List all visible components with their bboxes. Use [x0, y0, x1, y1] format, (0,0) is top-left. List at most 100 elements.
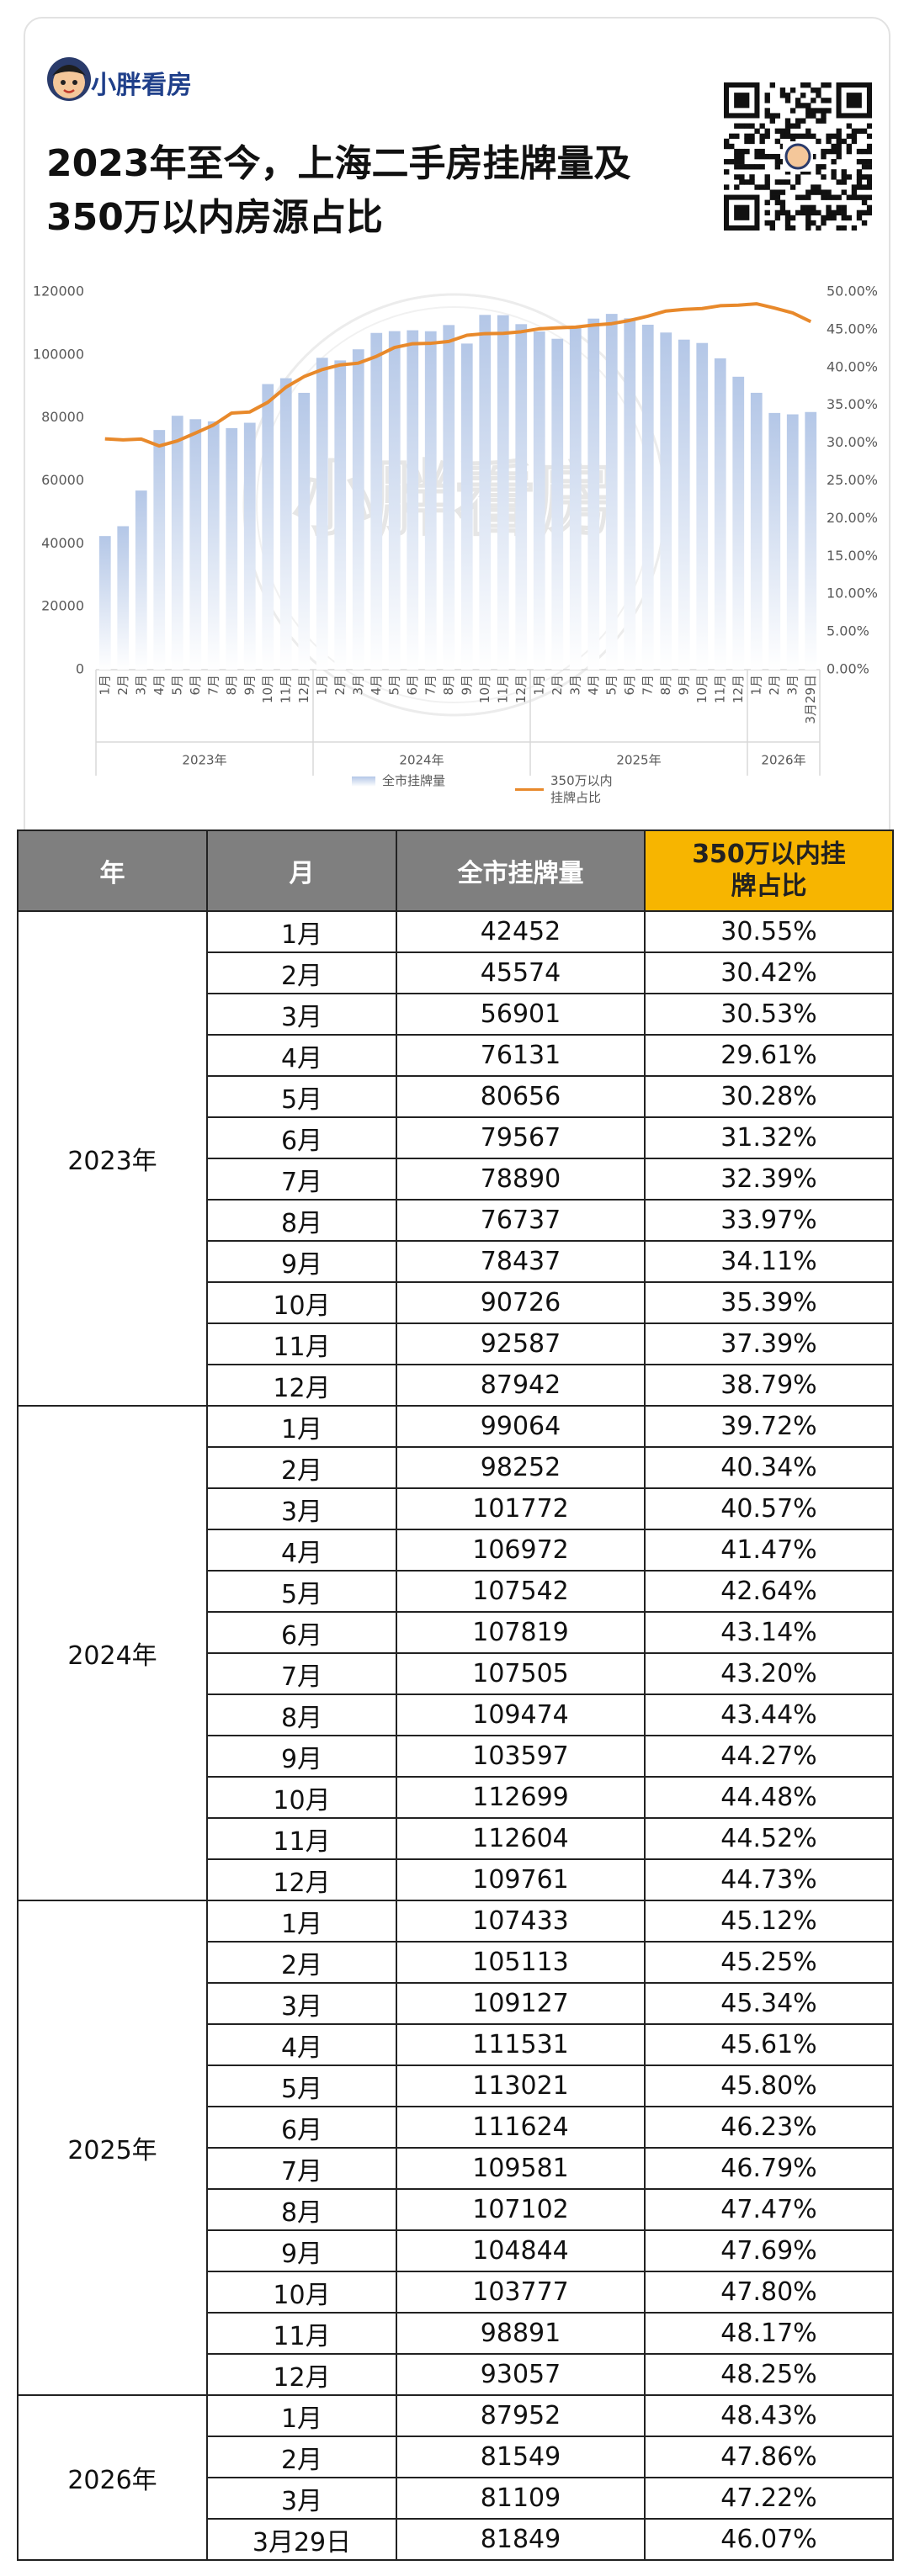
count-cell: 103597 — [396, 1735, 646, 1778]
y2-tick-label: 15.00% — [827, 548, 878, 564]
x-tick-label: 8月 — [658, 675, 673, 696]
x-tick-label: 3月 — [567, 675, 582, 696]
header-cell: 月 — [206, 830, 397, 912]
x-tick-label: 6月 — [622, 675, 637, 696]
qr-module — [789, 123, 796, 129]
share-cell: 31.32% — [644, 1116, 894, 1159]
qr-module — [826, 133, 832, 140]
qr-module — [729, 143, 735, 150]
qr-module — [800, 93, 806, 98]
qr-module — [831, 143, 837, 150]
qr-module — [836, 143, 842, 150]
count-cell: 93057 — [396, 2353, 646, 2396]
qr-module — [764, 174, 770, 180]
bar — [262, 384, 274, 670]
qr-module — [805, 225, 811, 231]
count-cell: 111624 — [396, 2106, 646, 2149]
qr-module — [805, 204, 811, 211]
month-cell: 4月 — [206, 1034, 397, 1077]
title-line: 350万以内房源占比 — [46, 196, 383, 239]
month-cell: 2月 — [206, 2436, 397, 2478]
qr-module — [769, 225, 775, 231]
qr-module — [821, 98, 827, 103]
qr-module — [831, 215, 837, 221]
qr-module — [836, 153, 842, 160]
y-tick-label: 20000 — [41, 598, 84, 614]
qr-module — [774, 138, 781, 145]
qr-module — [846, 148, 853, 155]
table-row: 11月 98891 48.17% — [18, 2312, 894, 2355]
qr-module — [805, 215, 811, 221]
x-tick-label: 10月 — [260, 675, 275, 703]
month-cell: 9月 — [206, 1240, 397, 1283]
y-tick-label: 80000 — [41, 409, 84, 425]
qr-module — [764, 113, 770, 119]
qr-module — [779, 179, 786, 185]
qr-module — [795, 103, 801, 109]
x-tick-label: 12月 — [296, 675, 311, 703]
qr-module — [764, 184, 770, 190]
qr-module — [866, 209, 872, 216]
table-row: 4月 111531 45.61% — [18, 2023, 894, 2066]
qr-module — [749, 164, 755, 170]
table-row: 9月 104844 47.69% — [18, 2229, 894, 2272]
qr-module — [789, 108, 796, 114]
qr-module — [841, 174, 847, 180]
month-cell: 7月 — [206, 1652, 397, 1695]
share-cell: 30.55% — [644, 910, 894, 953]
qr-module — [816, 93, 821, 98]
qr-module — [734, 123, 740, 129]
qr-module — [749, 123, 755, 129]
count-cell: 87942 — [396, 1364, 646, 1407]
qr-module — [784, 220, 791, 226]
qr-module — [764, 220, 770, 226]
qr-module — [779, 199, 786, 205]
month-cell: 2月 — [206, 1446, 397, 1489]
share-cell: 45.80% — [644, 2065, 894, 2107]
qr-module — [779, 189, 786, 195]
qr-module — [861, 174, 868, 180]
title-line: 2023年至今，上海二手房挂牌量及 — [46, 142, 631, 185]
qr-module — [744, 148, 750, 155]
qr-module — [836, 128, 842, 134]
qr-module — [841, 169, 847, 175]
qr-module — [795, 98, 801, 103]
qr-module — [789, 133, 796, 140]
qr-module — [800, 209, 806, 216]
month-cell: 3月 — [206, 2477, 397, 2520]
share-cell: 46.23% — [644, 2106, 894, 2149]
qr-module — [856, 179, 863, 185]
qr-module — [851, 225, 858, 231]
table-row: 11月 92587 37.39% — [18, 1322, 894, 1365]
qr-module — [800, 169, 806, 175]
qr-module — [836, 179, 842, 185]
share-cell: 47.80% — [644, 2271, 894, 2314]
table-row: 9月 103597 44.27% — [18, 1735, 894, 1778]
table-row: 3月 81109 47.22% — [18, 2477, 894, 2520]
y-tick-label: 0 — [76, 661, 84, 677]
qr-module — [784, 209, 791, 216]
share-cell: 44.48% — [644, 1776, 894, 1819]
qr-module — [846, 143, 853, 150]
qr-module — [805, 133, 811, 140]
bar — [515, 324, 528, 670]
count-cell: 87952 — [396, 2394, 646, 2437]
month-cell: 1月 — [206, 1405, 397, 1448]
share-cell: 44.73% — [644, 1858, 894, 1901]
qr-module — [856, 215, 863, 221]
month-cell: 6月 — [206, 1116, 397, 1159]
qr-module — [795, 123, 801, 129]
y2-tick-label: 35.00% — [827, 396, 878, 412]
y2-tick-label: 50.00% — [827, 284, 878, 299]
table-row: 2025年 1月 107433 45.12% — [17, 1900, 894, 2396]
qr-module — [764, 209, 770, 216]
x-tick-label: 6月 — [405, 675, 420, 696]
qr-module — [784, 98, 791, 103]
month-cell: 6月 — [206, 2106, 397, 2149]
month-cell: 9月 — [206, 2229, 397, 2272]
qr-module — [831, 159, 837, 165]
month-cell: 7月 — [206, 2147, 397, 2190]
count-cell: 80656 — [396, 1075, 646, 1118]
qr-module — [816, 225, 821, 231]
